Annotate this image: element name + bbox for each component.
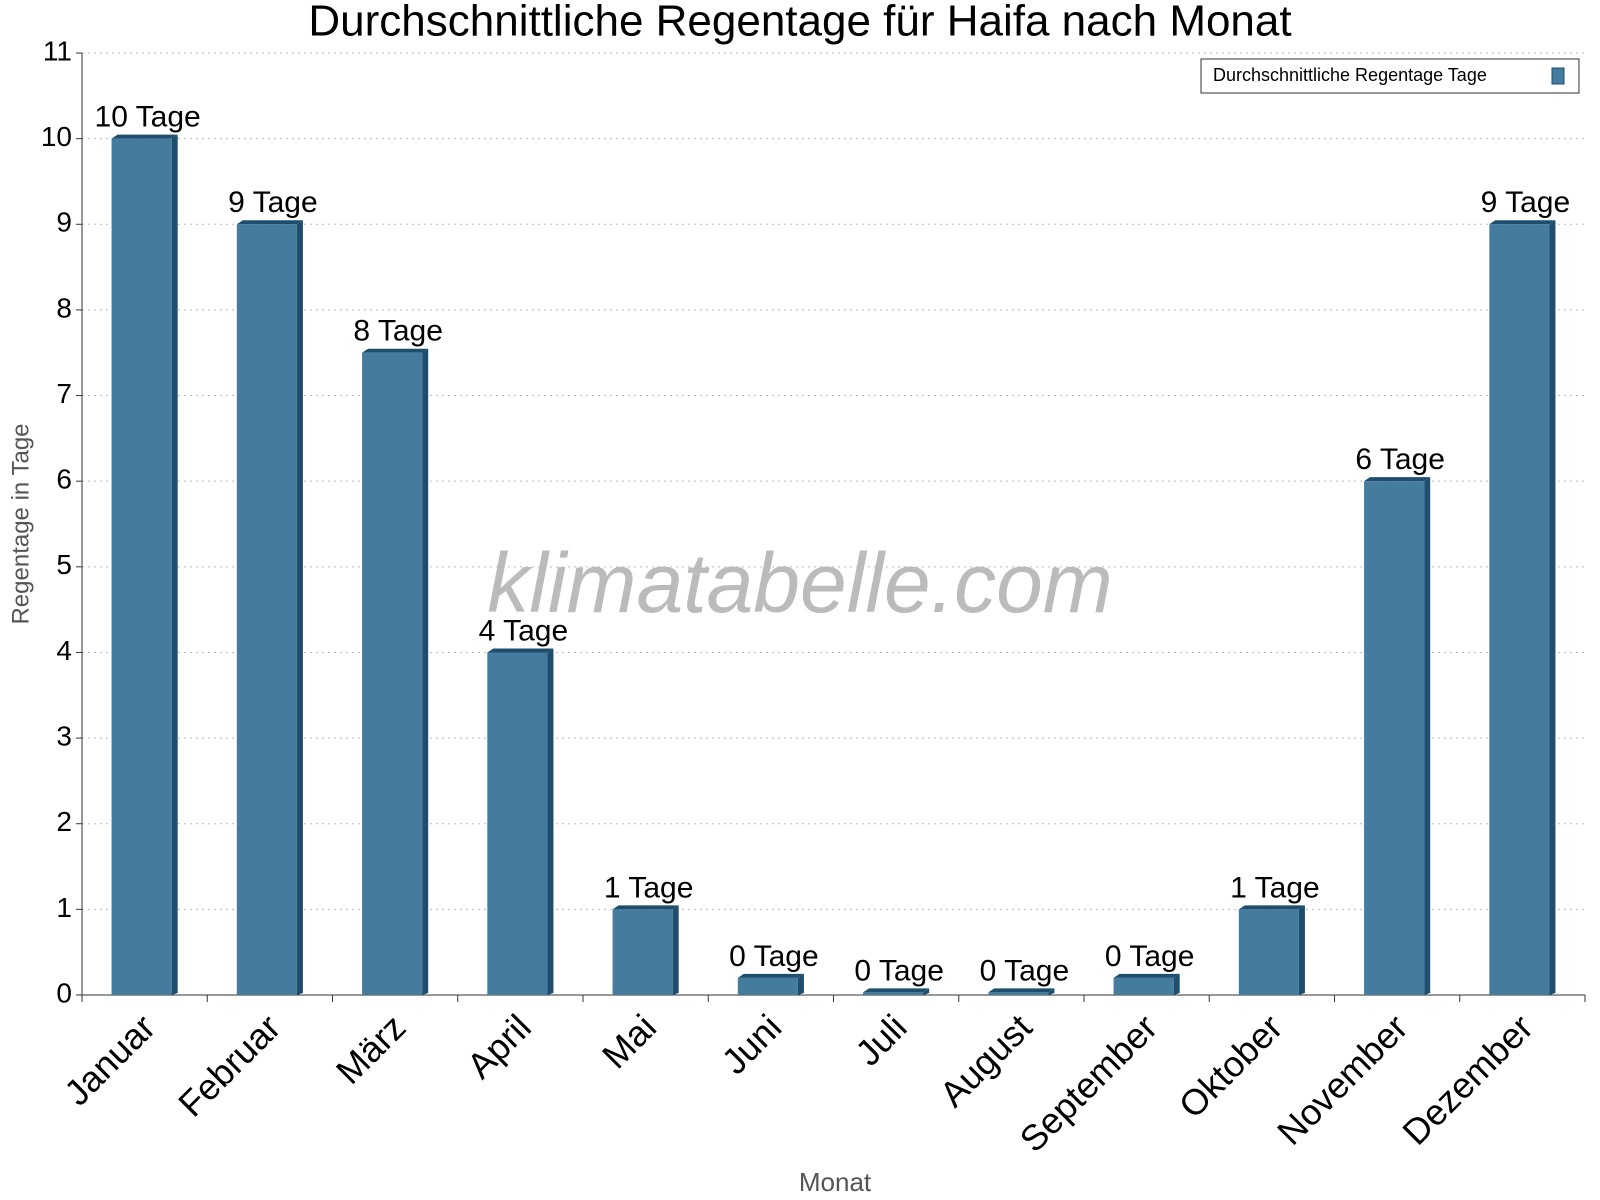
y-tick-label: 1 [56,892,72,923]
x-tick-label: Oktober [1171,1006,1291,1126]
y-tick-label: 10 [41,121,72,152]
legend: Durchschnittliche Regentage Tage [1200,58,1580,94]
bar [737,977,798,995]
watermark: klimatabelle.com [487,536,1113,630]
bar-side [1298,905,1305,995]
bar [1238,909,1299,995]
bar [988,992,1049,995]
y-tick-label: 11 [43,35,72,66]
bar [111,138,172,996]
x-tick-label: März [328,1006,414,1092]
value-label: 10 Tage [95,101,201,134]
bar-side [923,988,930,995]
bar-top [612,905,679,910]
bar [863,992,924,995]
chart-title: Durchschnittliche Regentage für Haifa na… [308,0,1291,46]
bar-side [171,134,178,996]
bar [612,909,673,995]
x-tick-label: November [1269,1006,1415,1152]
bar-top [111,134,178,139]
bar [1113,977,1174,995]
bar-side [1549,220,1556,996]
value-label: 6 Tage [1355,443,1445,476]
x-tick-label: Januar [56,1006,163,1113]
bar-top [362,348,429,353]
y-tick-label: 3 [56,720,72,751]
x-axis-label: Monat [799,1167,872,1197]
x-tick-label: August [932,1006,1040,1114]
legend-box [1200,58,1580,94]
value-label: 9 Tage [228,186,318,219]
value-label: 0 Tage [854,954,944,987]
y-tick-label: 8 [56,292,72,323]
bar-top [988,988,1055,993]
value-label: 1 Tage [1230,871,1320,904]
bar [362,352,423,995]
bar [1489,224,1550,996]
bar-side [1424,477,1431,995]
bar-side [1173,973,1180,995]
bar-side [547,648,554,995]
bar-top [1364,477,1431,482]
y-tick-label: 2 [56,806,72,837]
value-label: 8 Tage [353,315,443,348]
legend-label: Durchschnittliche Regentage Tage [1213,65,1487,85]
y-axis-label: Regentage in Tage [7,423,34,624]
bar-top [863,988,930,993]
bar-top [1113,973,1180,978]
bar-side [422,348,429,995]
x-tick-label: Juli [847,1006,914,1073]
x-tick-label: Mai [594,1006,664,1076]
y-tick-label: 4 [56,635,72,666]
value-label: 0 Tage [1105,940,1195,973]
bar-top [1238,905,1305,910]
bar-side [296,220,303,996]
y-tick-label: 0 [56,977,72,1008]
bar [236,224,297,996]
bar-top [487,648,554,653]
x-tick-label: September [1011,1006,1165,1160]
bar-top [737,973,804,978]
value-label: 0 Tage [980,954,1070,987]
value-label: 0 Tage [729,940,819,973]
y-tick-label: 7 [56,378,72,409]
legend-swatch [1551,67,1565,85]
bar-top [1489,220,1556,225]
bar-side [672,905,679,995]
value-label: 4 Tage [479,614,569,647]
bar-side [1048,988,1055,995]
value-label: 9 Tage [1481,186,1571,219]
bar [487,652,548,995]
y-tick-label: 9 [56,207,72,238]
bar-side [797,973,804,995]
x-tick-label: Dezember [1394,1006,1540,1152]
bar-top [236,220,303,225]
y-tick-label: 5 [56,549,72,580]
x-tick-label: April [459,1006,539,1086]
value-label: 1 Tage [604,871,694,904]
bar [1364,481,1425,995]
x-tick-label: Juni [714,1006,790,1082]
x-tick-label: Februar [170,1006,288,1124]
y-tick-label: 6 [56,464,72,495]
